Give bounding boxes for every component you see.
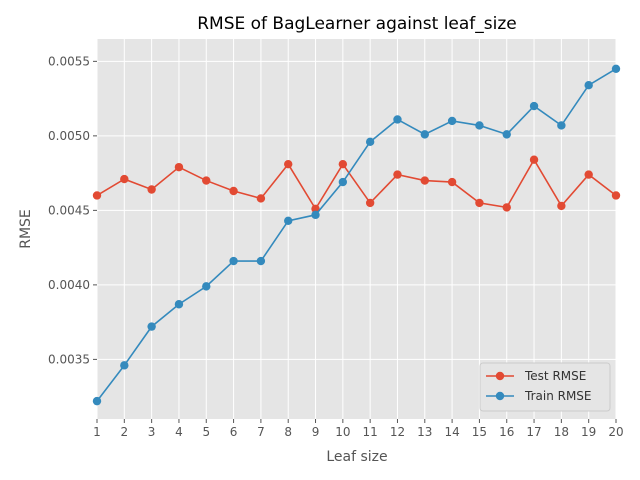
train-rmse-point <box>611 64 621 74</box>
test-rmse-point <box>529 155 539 164</box>
x-axis-label: Leaf size <box>326 449 387 465</box>
x-tick-label: 14 <box>444 425 459 439</box>
legend-test-rmse-marker <box>495 371 505 381</box>
test-rmse-point <box>120 174 129 184</box>
test-rmse-point <box>447 177 457 187</box>
train-rmse-point <box>174 300 184 309</box>
test-rmse-point <box>502 203 511 212</box>
legend-train-rmse-label: Train RMSE <box>524 389 592 403</box>
test-rmse-point <box>393 170 402 179</box>
train-rmse-point <box>420 130 429 139</box>
test-rmse-point <box>475 198 484 208</box>
y-axis-label: RMSE <box>18 209 34 249</box>
x-tick-label: 12 <box>390 425 405 439</box>
legend-train-rmse-marker <box>495 391 505 401</box>
x-tick-label: 20 <box>608 425 623 439</box>
train-rmse-point <box>529 101 539 111</box>
x-tick-label: 6 <box>230 425 238 439</box>
x-tick-label: 7 <box>257 425 265 439</box>
y-tick-label: 0.0040 <box>48 278 90 292</box>
test-rmse-point <box>229 186 238 196</box>
test-rmse-point <box>557 201 566 211</box>
train-rmse-point <box>584 80 593 90</box>
test-rmse-point <box>584 170 593 179</box>
train-rmse-point <box>229 256 238 266</box>
test-rmse-point <box>611 191 621 200</box>
chart-title: RMSE of BagLearner against leaf_size <box>197 14 517 34</box>
x-tick-label: 15 <box>472 425 487 439</box>
x-tick-label: 10 <box>335 425 350 439</box>
train-rmse-point <box>447 116 457 126</box>
x-tick-label: 4 <box>175 425 183 439</box>
legend-test-rmse-label: Test RMSE <box>524 369 586 383</box>
x-tick-label: 3 <box>148 425 156 439</box>
train-rmse-point <box>120 361 129 370</box>
train-rmse-point <box>502 130 511 139</box>
x-tick-label: 17 <box>526 425 541 439</box>
y-tick-label: 0.0045 <box>48 203 90 217</box>
test-rmse-point <box>365 198 375 208</box>
test-rmse-point <box>256 194 266 203</box>
train-rmse-point <box>284 216 293 226</box>
x-tick-label: 13 <box>417 425 432 439</box>
series-group <box>92 64 621 406</box>
x-axis-ticks: 1 2 3 4 5 6 7 8 9 10 11 12 13 14 15 16 17 18 19 20 <box>93 419 624 439</box>
test-rmse-point <box>174 162 184 172</box>
test-rmse-line <box>96 158 617 211</box>
gridlines <box>96 39 617 419</box>
x-tick-label: 2 <box>120 425 128 439</box>
test-rmse-point <box>202 176 211 185</box>
x-tick-label: 19 <box>581 425 596 439</box>
train-rmse-point <box>92 396 102 406</box>
legend-box <box>479 362 611 412</box>
x-tick-label: 9 <box>312 425 320 439</box>
x-tick-label: 8 <box>284 425 292 439</box>
train-rmse-point <box>475 121 484 130</box>
x-tick-label: 1 <box>93 425 101 439</box>
test-rmse-point <box>284 159 293 169</box>
train-rmse-point <box>557 121 566 130</box>
train-rmse-point <box>311 210 320 220</box>
plot-background <box>97 39 616 419</box>
test-rmse-point <box>147 185 156 194</box>
x-tick-label: 16 <box>499 425 514 439</box>
y-tick-label: 0.0035 <box>48 352 90 366</box>
y-tick-label: 0.0055 <box>48 54 90 68</box>
train-rmse-line <box>96 68 617 402</box>
test-rmse-point <box>311 204 320 214</box>
x-tick-label: 5 <box>202 425 210 439</box>
y-axis-ticks: 0.0035 0.0040 0.0045 0.0050 0.0055 <box>48 54 97 366</box>
x-tick-label: 11 <box>363 425 378 439</box>
train-rmse-point <box>393 115 402 124</box>
train-rmse-point <box>202 282 211 291</box>
train-rmse-point <box>147 322 156 331</box>
test-rmse-point <box>92 191 102 200</box>
legend: Test RMSE Train RMSE <box>479 362 611 412</box>
train-rmse-point <box>256 256 266 266</box>
test-rmse-point <box>420 176 429 185</box>
x-tick-label: 18 <box>554 425 569 439</box>
train-rmse-point <box>365 137 375 147</box>
y-tick-label: 0.0050 <box>48 129 90 143</box>
test-rmse-point <box>338 159 348 169</box>
train-rmse-point <box>338 177 348 187</box>
